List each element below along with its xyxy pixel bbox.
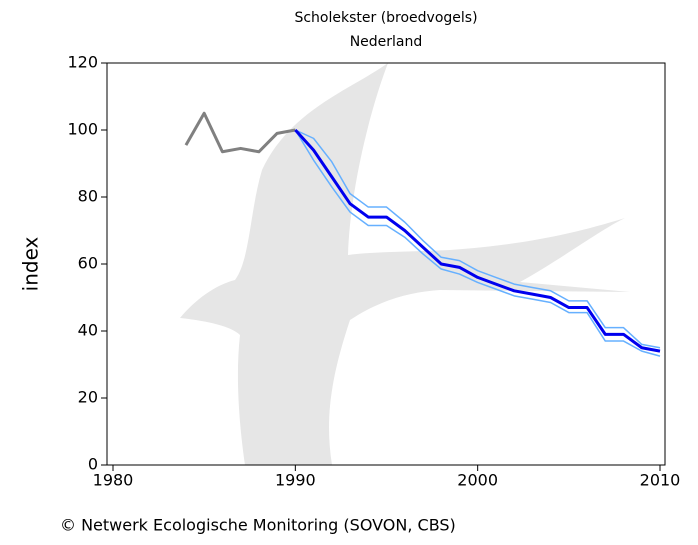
chart-subtitle: Nederland: [350, 34, 423, 50]
y-tick-label: 80: [78, 187, 98, 206]
y-tick-label: 60: [78, 254, 98, 273]
y-tick-label: 40: [78, 321, 98, 340]
series-line: [294, 129, 661, 357]
x-tick-label: 2000: [457, 471, 498, 490]
x-tick-label: 2010: [640, 471, 681, 490]
x-tick-label: 1990: [275, 471, 316, 490]
y-tick-label: 120: [67, 53, 98, 72]
y-axis-label: index: [19, 236, 43, 291]
y-tick-label: 0: [88, 455, 98, 474]
background-silhouette: [180, 63, 630, 465]
series-line: [184, 111, 296, 154]
chart-title: Scholekster (broedvogels): [294, 10, 477, 26]
y-tick-label: 20: [78, 388, 98, 407]
series-line: [294, 128, 661, 353]
x-tick-label: 1980: [93, 471, 134, 490]
y-tick-label: 100: [67, 120, 98, 139]
source-note: © Netwerk Ecologische Monitoring (SOVON,…: [60, 516, 456, 535]
series-line: [295, 129, 661, 349]
